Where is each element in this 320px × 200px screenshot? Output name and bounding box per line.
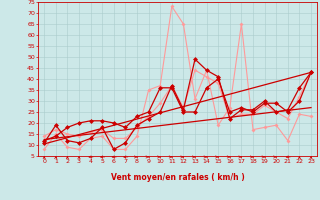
X-axis label: Vent moyen/en rafales ( km/h ): Vent moyen/en rafales ( km/h ) <box>111 173 244 182</box>
